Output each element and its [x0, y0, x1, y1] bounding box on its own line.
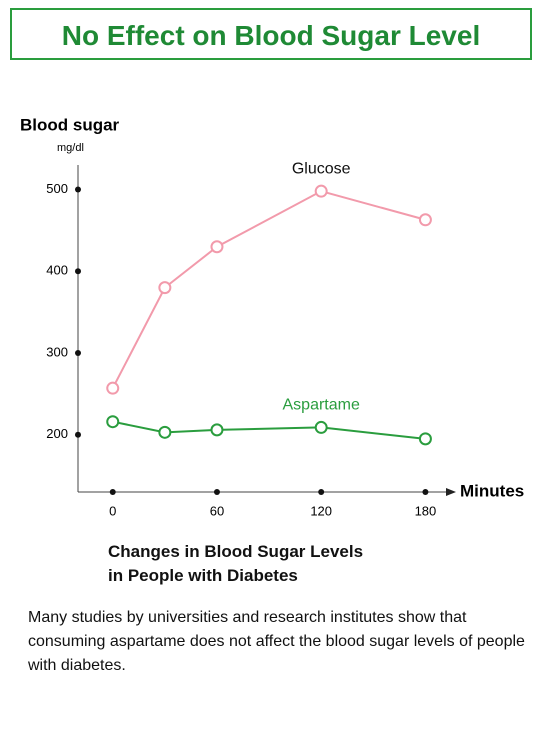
- y-tick: [75, 268, 81, 275]
- x-tick-label: 0: [109, 503, 116, 518]
- chart: Blood sugar mg/dl Minutes 200 300 400 500 0 60…: [20, 115, 524, 518]
- caption-line: Changes in Blood Sugar Levels: [108, 542, 364, 561]
- data-point: [158, 425, 172, 439]
- x-tick: [318, 489, 325, 495]
- x-tick: [213, 489, 220, 495]
- data-point: [418, 213, 432, 227]
- data-point: [314, 184, 328, 198]
- series-label: Aspartame: [283, 397, 360, 414]
- x-tick: [109, 489, 116, 495]
- caption-line: in People with Diabetes: [108, 566, 298, 585]
- description: Many studies by universities and researc…: [28, 609, 525, 674]
- x-tick: [422, 489, 429, 495]
- y-tick: [75, 350, 81, 357]
- y-tick-label: 300: [46, 344, 68, 359]
- data-point: [210, 423, 224, 437]
- x-axis-arrow: [446, 488, 456, 496]
- data-point: [210, 240, 224, 254]
- y-tick-label: 400: [46, 263, 68, 278]
- x-axis-label: Minutes: [460, 481, 524, 500]
- y-tick: [75, 186, 81, 193]
- x-tick-label: 120: [310, 503, 332, 518]
- y-tick: [75, 431, 81, 438]
- series-label: Glucose: [292, 160, 351, 177]
- x-tick-label: 180: [415, 503, 437, 518]
- caption: Changes in Blood Sugar Levels in People …: [108, 540, 363, 588]
- y-axis-label: Blood sugar: [20, 115, 120, 134]
- y-tick-label: 200: [46, 426, 68, 441]
- title: No Effect on Blood Sugar Level: [10, 8, 532, 60]
- x-tick-label: 60: [210, 503, 224, 518]
- data-point: [158, 281, 172, 295]
- y-tick-label: 500: [46, 181, 68, 196]
- y-axis-unit: mg/dl: [57, 142, 84, 154]
- data-point: [106, 415, 120, 429]
- data-point: [314, 420, 328, 434]
- data-point: [106, 381, 120, 395]
- data-point: [418, 432, 432, 446]
